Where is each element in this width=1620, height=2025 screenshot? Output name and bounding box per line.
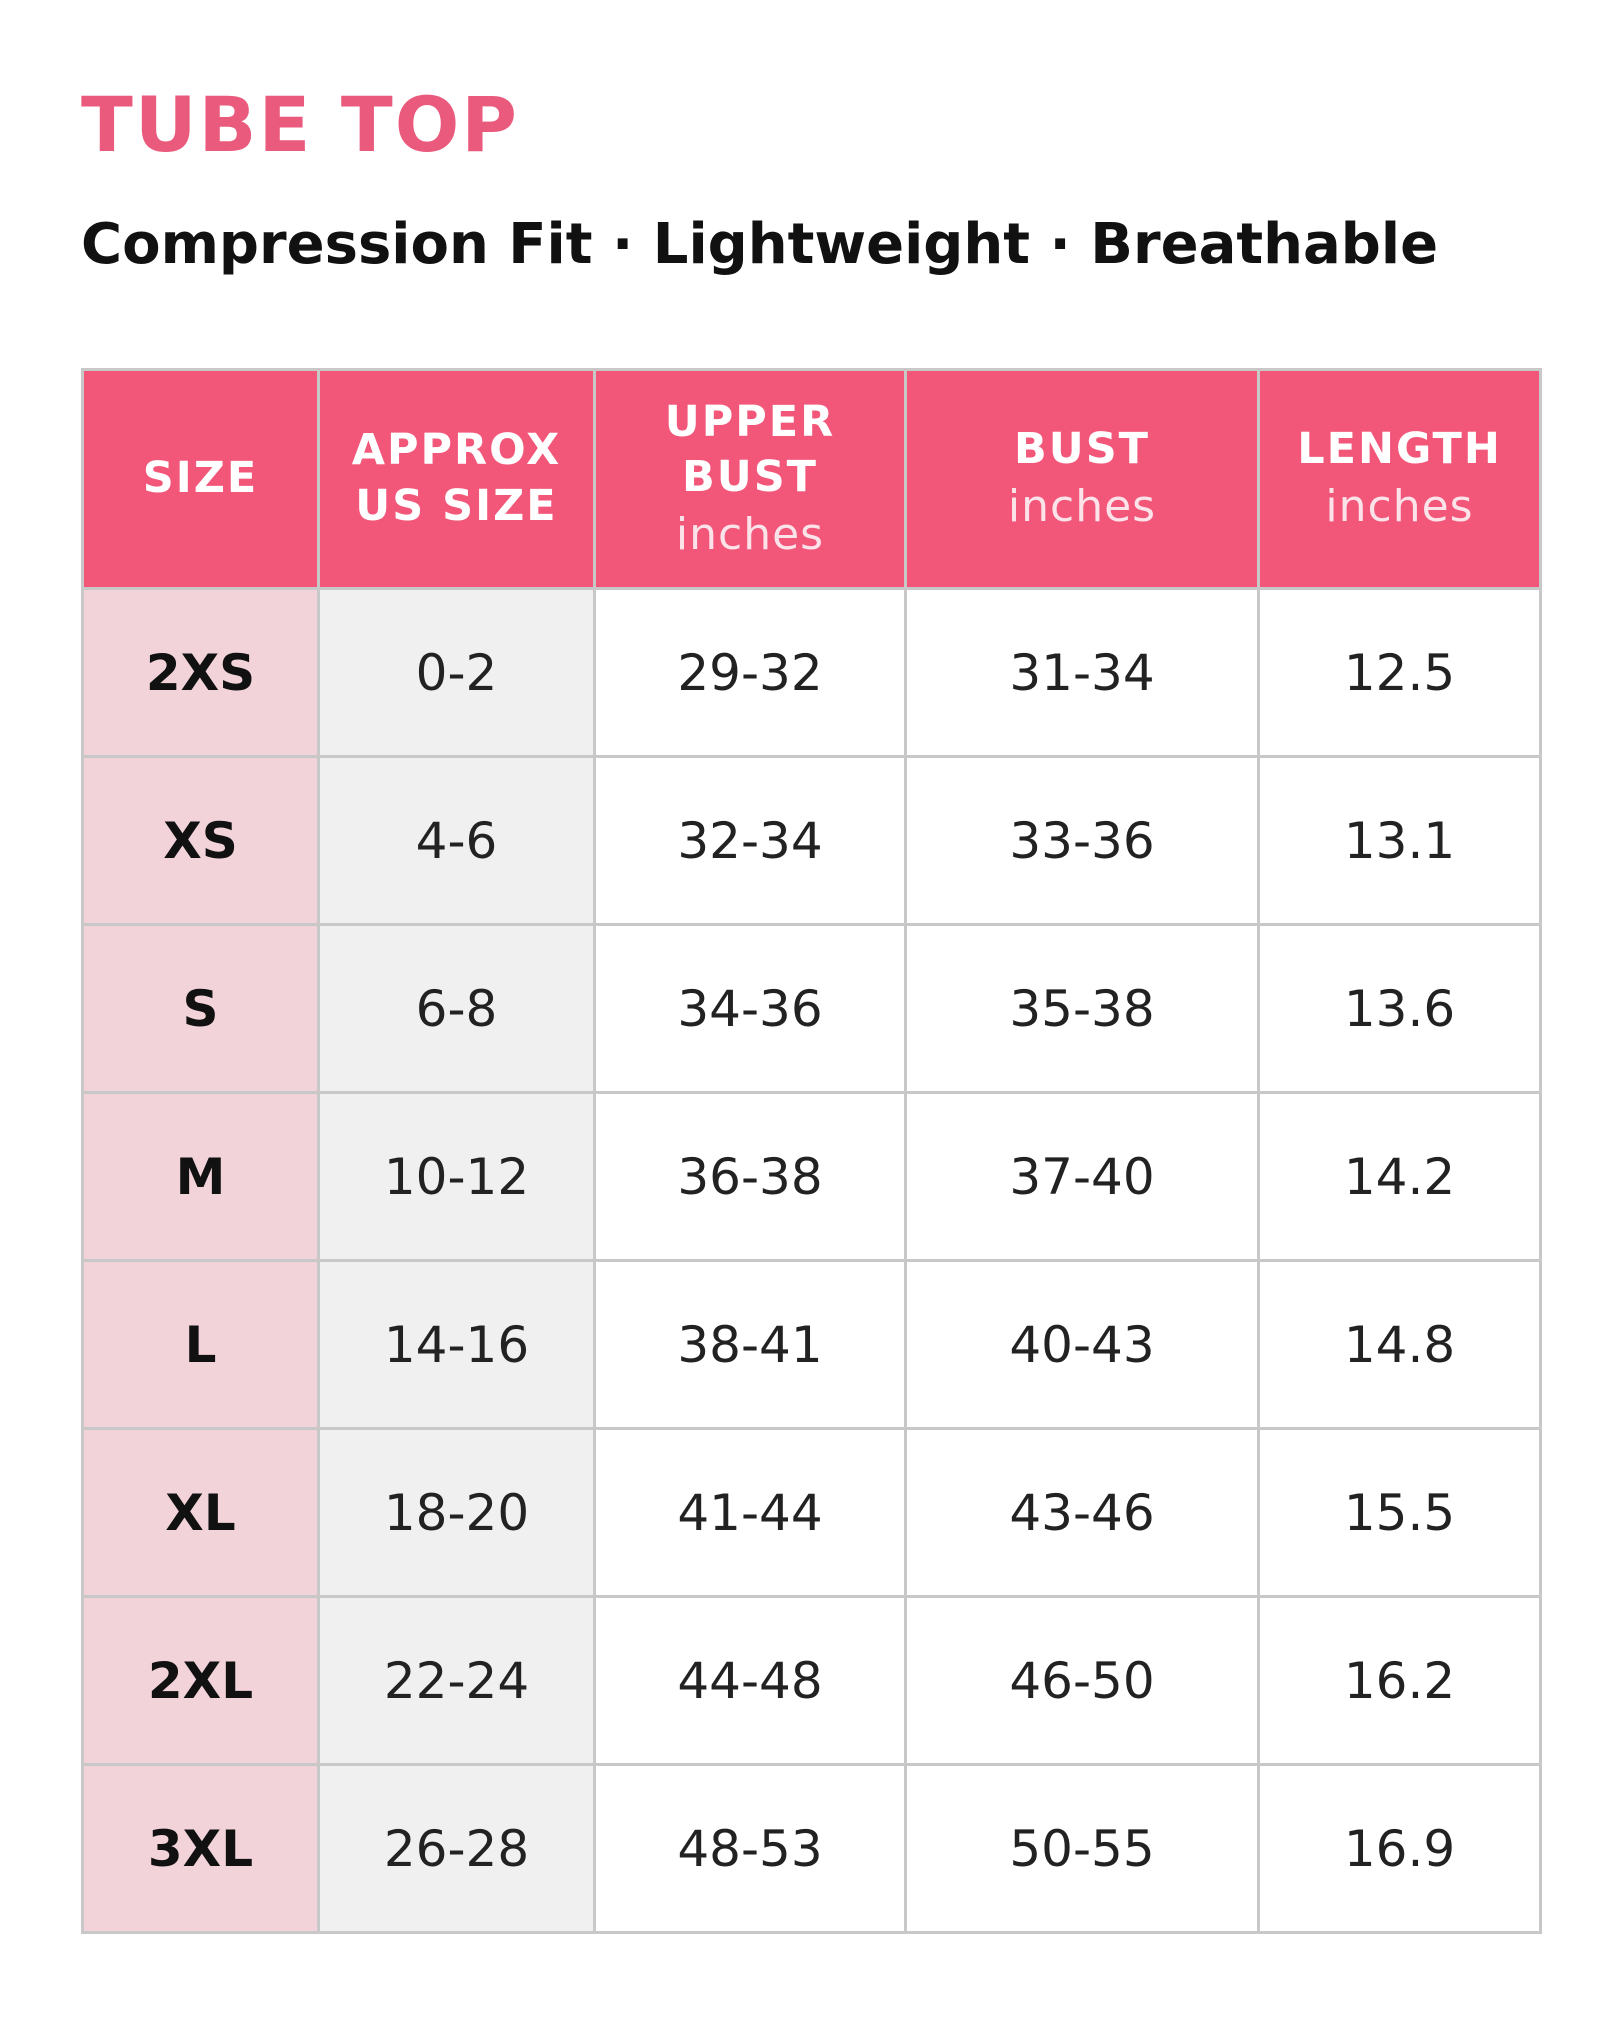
table-cell: 2XL [81, 1595, 320, 1766]
table-cell: 37-40 [904, 1091, 1260, 1262]
table-cell: 38-41 [593, 1259, 907, 1430]
table-row: XL 18-20 41-44 43-46 15.5 [81, 1427, 1542, 1598]
table-row: M 10-12 36-38 37-40 14.2 [81, 1091, 1542, 1262]
subtitle: Compression Fit · Lightweight · Breathab… [81, 212, 1439, 277]
table-cell: 33-36 [904, 755, 1260, 926]
table-row: 2XL 22-24 44-48 46-50 16.2 [81, 1595, 1542, 1766]
column-unit: inches [675, 509, 825, 561]
table-cell: 13.1 [1257, 755, 1542, 926]
table-cell: 40-43 [904, 1259, 1260, 1430]
table-cell: 48-53 [593, 1763, 907, 1934]
table-cell: 26-28 [317, 1763, 596, 1934]
table-cell: 41-44 [593, 1427, 907, 1598]
table-cell: 29-32 [593, 587, 907, 758]
table-cell: 32-34 [593, 755, 907, 926]
table-cell: 44-48 [593, 1595, 907, 1766]
table-cell: 46-50 [904, 1595, 1260, 1766]
table-row: L 14-16 38-41 40-43 14.8 [81, 1259, 1542, 1430]
table-cell: 16.9 [1257, 1763, 1542, 1934]
table-row: 3XL 26-28 48-53 50-55 16.9 [81, 1763, 1542, 1934]
column-unit: inches [1325, 481, 1474, 533]
table-row: XS 4-6 32-34 33-36 13.1 [81, 755, 1542, 926]
column-label: BUST [1014, 424, 1150, 475]
table-cell: 22-24 [317, 1595, 596, 1766]
table-cell: L [81, 1259, 320, 1430]
table-cell: 14-16 [317, 1259, 596, 1430]
column-header: BUST inches [904, 368, 1260, 590]
table-cell: 14.2 [1257, 1091, 1542, 1262]
column-header: SIZE [81, 368, 320, 590]
table-cell: 10-12 [317, 1091, 596, 1262]
table-cell: 16.2 [1257, 1595, 1542, 1766]
title: TUBE TOP [81, 80, 520, 169]
table-cell: 35-38 [904, 923, 1260, 1094]
header-row: SIZE APPROX US SIZE UPPER BUST inches BUST in… [81, 368, 1542, 590]
table-cell: 31-34 [904, 587, 1260, 758]
size-table: SIZE APPROX US SIZE UPPER BUST inches BUST in… [81, 368, 1542, 1934]
table-row: S 6-8 34-36 35-38 13.6 [81, 923, 1542, 1094]
column-label: UPPER BUST [664, 396, 836, 503]
table-row: 2XS 0-2 29-32 31-34 12.5 [81, 587, 1542, 758]
table-cell: 4-6 [317, 755, 596, 926]
column-label: APPROX US SIZE [351, 425, 562, 531]
table-cell: 43-46 [904, 1427, 1260, 1598]
table-cell: 6-8 [317, 923, 596, 1094]
table-cell: XS [81, 755, 320, 926]
column-header: LENGTH inches [1257, 368, 1542, 590]
table-body: 2XS 0-2 29-32 31-34 12.5 XS 4-6 32-34 33-36 13.1 S… [81, 587, 1542, 1934]
column-label: SIZE [142, 453, 259, 504]
table-cell: 2XS [81, 587, 320, 758]
column-header: UPPER BUST inches [593, 368, 907, 590]
table-cell: 36-38 [593, 1091, 907, 1262]
table-cell: XL [81, 1427, 320, 1598]
table-cell: 3XL [81, 1763, 320, 1934]
table-cell: 15.5 [1257, 1427, 1542, 1598]
column-label: LENGTH [1297, 424, 1502, 475]
table-cell: 18-20 [317, 1427, 596, 1598]
table-cell: 14.8 [1257, 1259, 1542, 1430]
table-cell: 12.5 [1257, 587, 1542, 758]
table-cell: 34-36 [593, 923, 907, 1094]
column-header: APPROX US SIZE [317, 368, 596, 590]
column-unit: inches [1007, 481, 1157, 533]
table-cell: 0-2 [317, 587, 596, 758]
table-cell: 13.6 [1257, 923, 1542, 1094]
table-cell: M [81, 1091, 320, 1262]
table-cell: S [81, 923, 320, 1094]
table-cell: 50-55 [904, 1763, 1260, 1934]
